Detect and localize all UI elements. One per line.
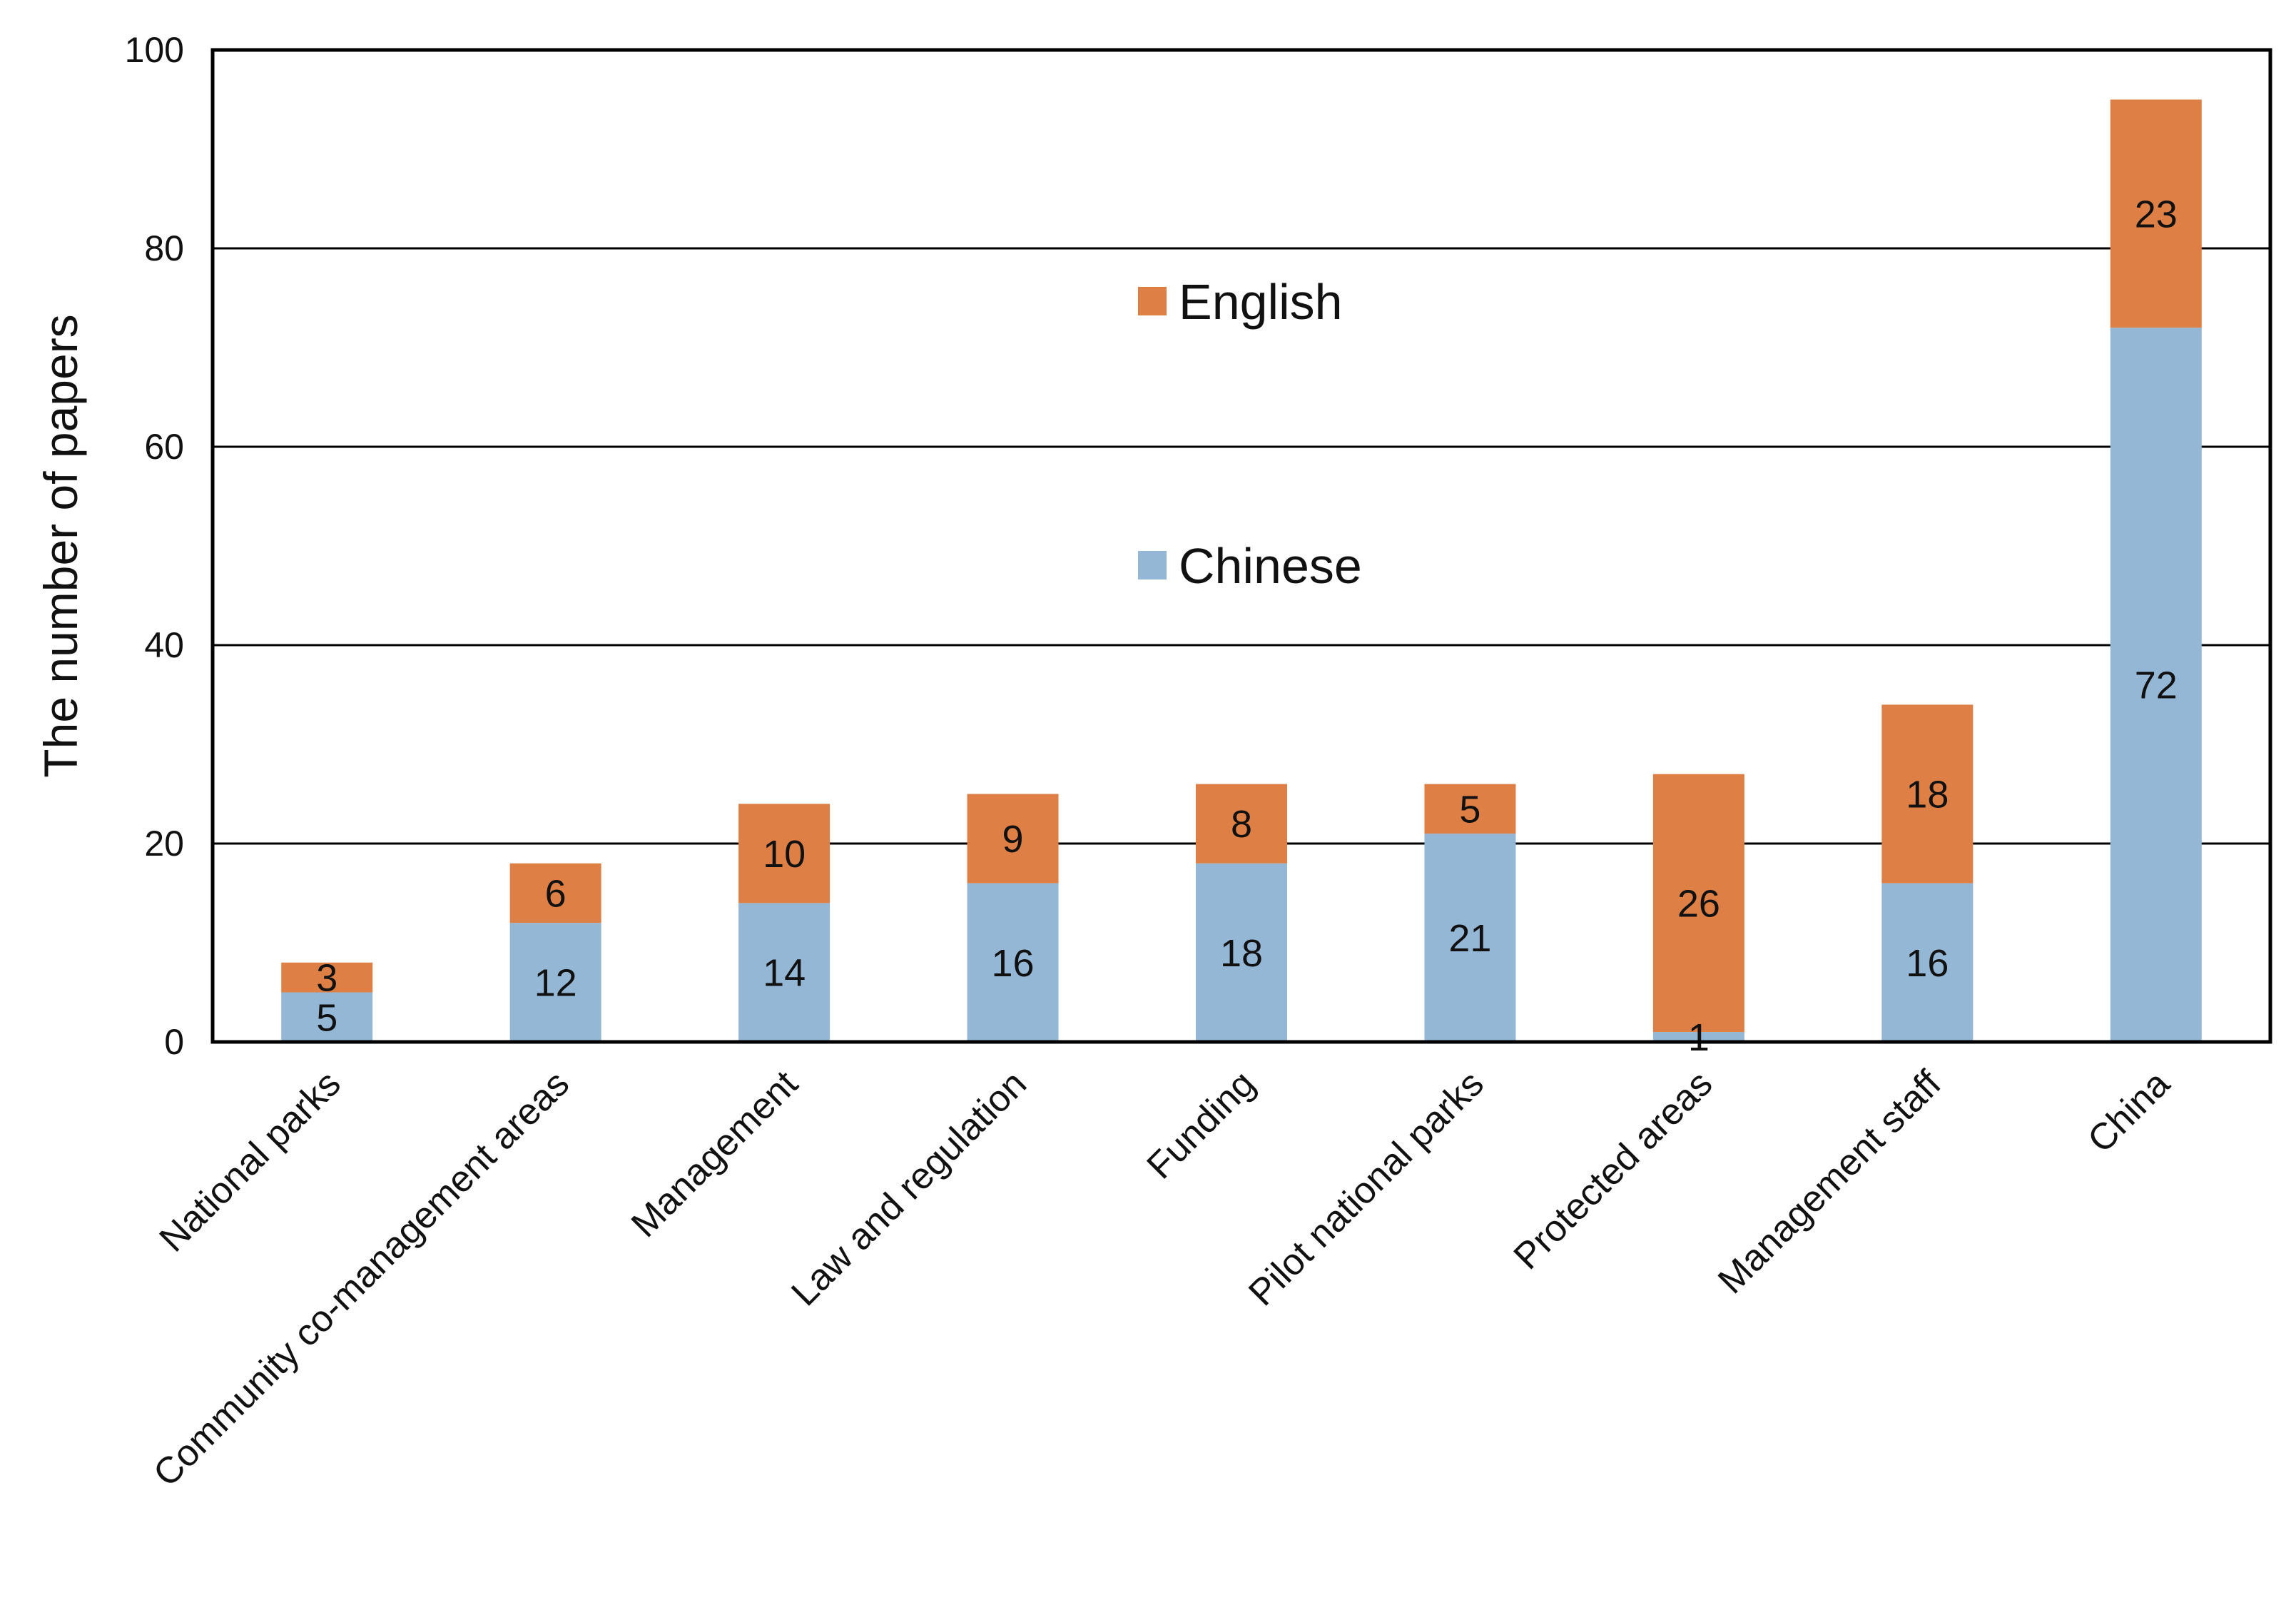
x-category-label: Pilot national parks <box>1241 1063 1492 1314</box>
bar-chinese-2 <box>738 903 830 1042</box>
y-tick-label: 100 <box>125 30 184 70</box>
data-label-chinese-3: 16 <box>992 942 1035 985</box>
bar-chinese-6 <box>1652 1032 1744 1042</box>
data-label-english-1: 6 <box>545 873 567 916</box>
bar-english-0 <box>281 962 373 993</box>
data-label-chinese-2: 14 <box>763 952 806 995</box>
legend-swatch-chinese <box>1138 551 1167 579</box>
y-axis-ticks: 0 20 40 60 80 100 <box>125 30 184 1062</box>
data-label-chinese-6: 1 <box>1688 1016 1710 1059</box>
bar-english-7 <box>1881 704 1974 883</box>
bar-english-1 <box>509 863 601 923</box>
data-label-chinese-0: 5 <box>316 996 337 1039</box>
plot-frame <box>210 48 2272 1044</box>
x-category-label: Protected areas <box>1506 1063 1721 1277</box>
y-tick-label: 20 <box>144 824 184 864</box>
bar-chinese-7 <box>1881 883 1974 1042</box>
data-label-english-7: 18 <box>1906 774 1949 816</box>
bar-chinese-5 <box>1424 834 1516 1042</box>
data-label-english-0: 3 <box>316 957 337 1000</box>
y-axis-title: The number of papers <box>34 314 87 777</box>
x-category-label: National parks <box>152 1063 349 1260</box>
x-category-label: Management <box>624 1063 806 1245</box>
data-label-chinese-5: 21 <box>1448 917 1491 960</box>
data-label-english-3: 9 <box>1002 818 1024 861</box>
x-category-label: Management staff <box>1710 1063 1949 1302</box>
bar-english-5 <box>1424 784 1516 834</box>
data-label-chinese-4: 18 <box>1220 932 1263 975</box>
bar-english-2 <box>738 804 830 903</box>
legend-swatch-english <box>1138 287 1167 315</box>
bar-english-8 <box>2110 99 2202 328</box>
bar-chinese-1 <box>509 923 601 1042</box>
x-category-label: Funding <box>1139 1063 1264 1187</box>
bar-chinese-8 <box>2110 328 2202 1042</box>
bar-chinese-3 <box>967 883 1059 1042</box>
bar-english-3 <box>967 794 1059 883</box>
y-tick-label: 40 <box>144 625 184 665</box>
data-label-english-6: 26 <box>1677 882 1720 925</box>
data-label-chinese-7: 16 <box>1906 942 1949 985</box>
legend-label-english: English <box>1179 274 1343 330</box>
legend: English Chinese <box>1138 274 1362 594</box>
data-label-chinese-8: 72 <box>2135 664 2178 707</box>
x-category-label: Community co-management areas <box>146 1063 577 1494</box>
data-label-chinese-1: 12 <box>534 962 577 1005</box>
y-tick-label: 0 <box>164 1022 184 1062</box>
bar-chinese-4 <box>1196 863 1287 1042</box>
bar-english-4 <box>1196 784 1287 864</box>
data-label-english-2: 10 <box>763 833 806 876</box>
legend-label-chinese: Chinese <box>1179 538 1362 594</box>
x-category-label: China <box>2080 1063 2178 1160</box>
y-tick-label: 60 <box>144 427 184 467</box>
y-tick-label: 80 <box>144 228 184 268</box>
bar-chinese-0 <box>281 992 373 1042</box>
bars <box>281 99 2202 1042</box>
bar-english-6 <box>1652 774 1744 1033</box>
data-label-english-4: 8 <box>1231 803 1252 846</box>
x-category-label: Law and regulation <box>783 1063 1035 1314</box>
data-label-english-5: 5 <box>1459 788 1480 831</box>
data-label-english-8: 23 <box>2135 193 2178 236</box>
